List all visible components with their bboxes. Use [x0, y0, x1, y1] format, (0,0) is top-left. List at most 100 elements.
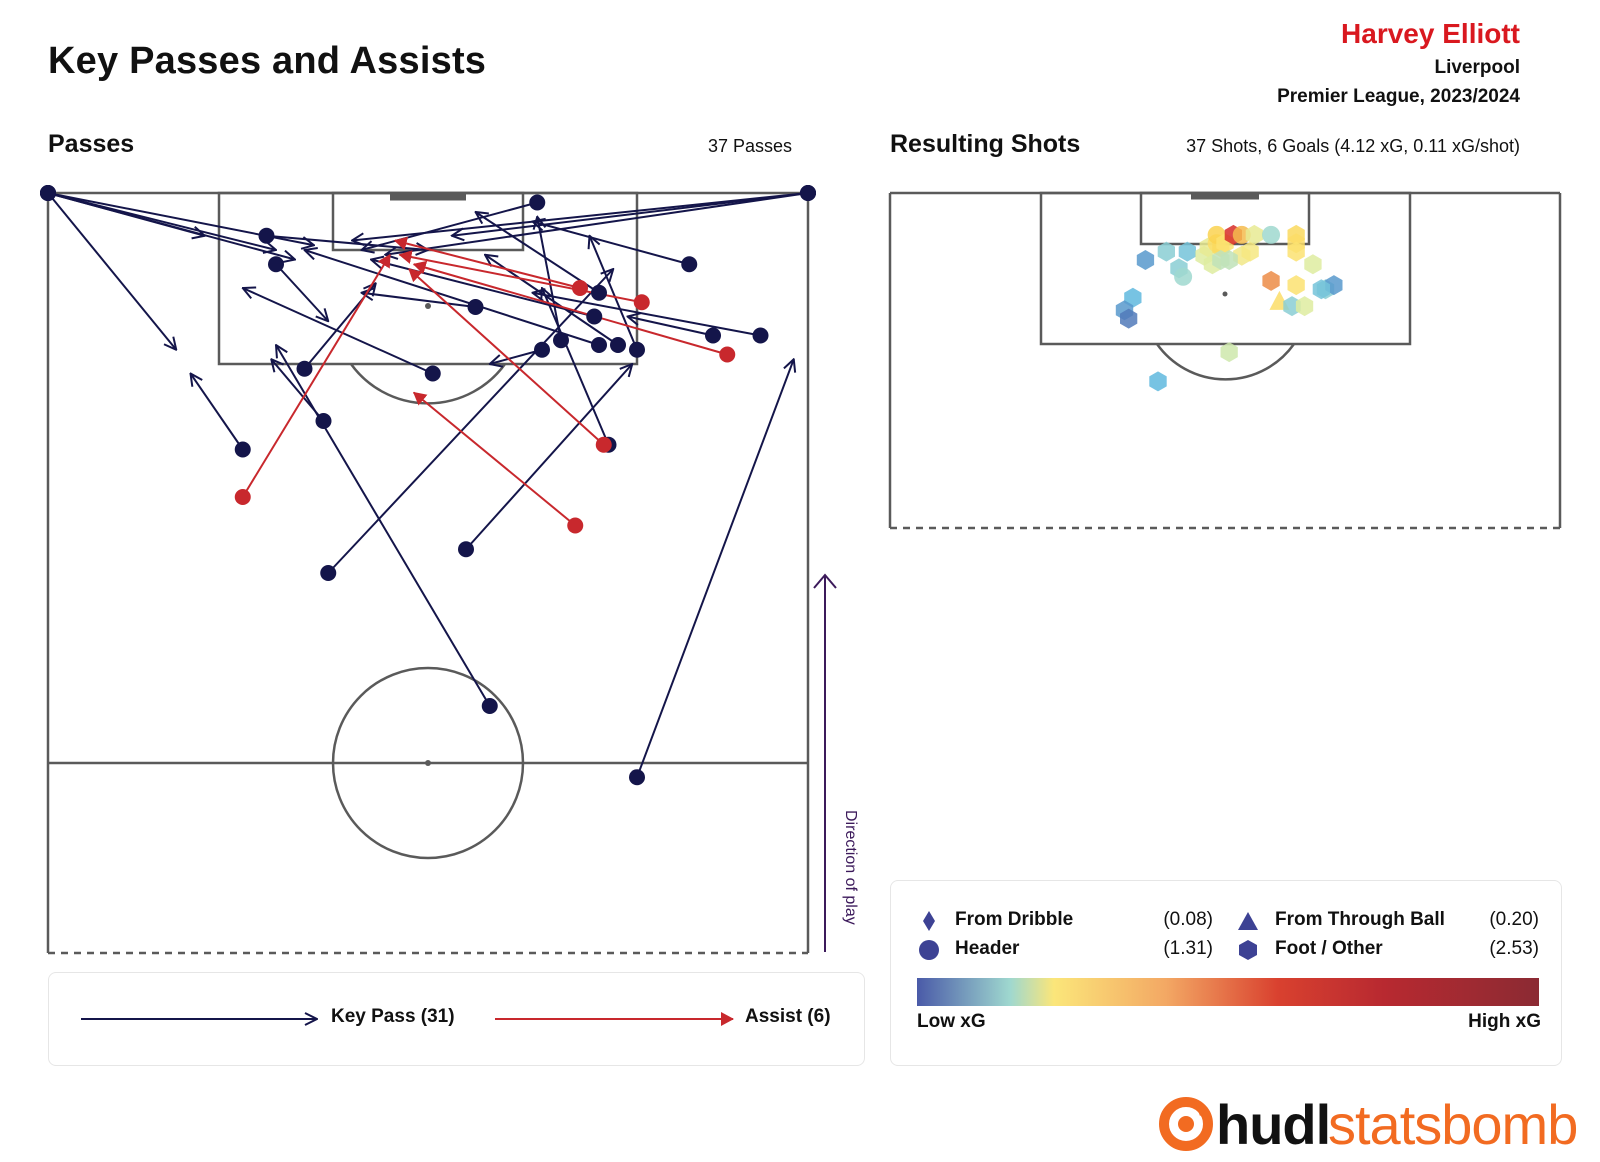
pass-legend: Key Pass (31) Assist (6) — [48, 972, 865, 1066]
triangle-icon — [1238, 912, 1258, 930]
logo-text-hudl: hudl — [1216, 1093, 1331, 1156]
shot-marker — [1245, 224, 1263, 245]
key-pass-start-point — [481, 698, 498, 714]
key-pass-line — [271, 359, 325, 422]
key-pass-start-point — [586, 308, 603, 325]
key-pass-line — [276, 345, 491, 707]
shot-marker — [1212, 250, 1230, 270]
circle-icon — [919, 940, 939, 960]
assist-legend-label: Assist (6) — [745, 1006, 831, 1027]
key-pass-start-point — [629, 341, 645, 358]
key-pass-line — [385, 192, 809, 255]
key-pass-start-point — [268, 256, 284, 273]
shot-marker — [1178, 241, 1196, 262]
key-pass-line — [537, 217, 562, 341]
shot-marker — [1149, 371, 1167, 392]
six-yard-box — [331, 191, 525, 252]
shot-marker — [1220, 342, 1238, 363]
key-pass-start-point — [681, 256, 698, 273]
key-pass-line — [305, 250, 600, 346]
assist-start-point — [567, 517, 584, 534]
player-name: Harvey Elliott — [1341, 18, 1520, 49]
passes-count: 37 Passes — [708, 136, 793, 156]
key-pass-line — [243, 288, 434, 375]
key-pass-line — [362, 201, 538, 251]
shot-marker — [1136, 250, 1155, 270]
key-pass-start-point — [258, 227, 275, 244]
shot-marker — [1262, 225, 1281, 244]
xg-color-scale — [917, 978, 1539, 1006]
shots-summary: 37 Shots, 6 Goals (4.12 xG, 0.11 xG/shot… — [1186, 136, 1520, 156]
low-xg-label: Low xG — [917, 1011, 986, 1032]
competition-label: Premier League, 2023/2024 — [1277, 86, 1520, 107]
key-pass-start-point — [296, 360, 313, 377]
shot-marker — [1287, 275, 1305, 296]
key-pass-line — [275, 263, 328, 321]
shot-marker — [1295, 296, 1314, 317]
assist-pass-line — [408, 268, 605, 446]
shot-legend-graphics — [917, 911, 1539, 1006]
shot-marker — [1157, 241, 1175, 262]
key-pass-start-point — [315, 413, 332, 429]
shot-marker — [1312, 279, 1330, 300]
key-pass-start-point — [705, 327, 721, 344]
assist-pass-line — [412, 391, 576, 527]
shot-marker — [1304, 254, 1322, 275]
assist-start-point — [719, 346, 736, 363]
shot-marker — [1174, 267, 1193, 286]
pass-legend-lines — [81, 1012, 734, 1026]
shots-layer — [1115, 224, 1343, 392]
high-xg-label: High xG — [1468, 1011, 1541, 1032]
legend-header-xg: (1.31) — [1163, 938, 1213, 959]
legend-header: Header — [955, 938, 1020, 959]
key-pass-start-point — [40, 185, 56, 201]
key-pass-start-point — [553, 332, 569, 349]
key-pass-line — [542, 288, 610, 446]
legend-from-through-ball: From Through Ball — [1275, 909, 1445, 930]
key-pass-line — [47, 192, 295, 260]
assist-start-point — [633, 294, 650, 311]
key-pass-line — [191, 374, 244, 451]
key-pass-line — [47, 192, 176, 350]
key-pass-start-point — [752, 327, 769, 344]
assist-start-point — [595, 436, 612, 453]
key-pass-start-point — [610, 337, 626, 353]
penalty-spot — [425, 303, 431, 309]
shots-panel-title: Resulting Shots — [890, 130, 1081, 158]
logo-mark-icon — [1159, 1097, 1213, 1151]
passes-pitch — [46, 191, 810, 955]
penalty-area — [217, 191, 639, 366]
legend-from-dribble-xg: (0.08) — [1163, 909, 1213, 930]
key-pass-start-point — [800, 185, 816, 201]
shot-marker — [1287, 241, 1305, 262]
key-pass-line — [327, 269, 613, 574]
key-pass-start-point — [458, 541, 474, 558]
key-pass-start-point — [467, 299, 484, 315]
direction-of-play: Direction of play — [813, 573, 859, 952]
key-pass-start-point — [534, 341, 550, 358]
assist-pass-line — [241, 253, 391, 498]
key-pass-start-point — [629, 769, 645, 786]
shot-legend: From Dribble (0.08) Header (1.31) From T… — [890, 880, 1562, 1066]
key-pass-line — [590, 236, 638, 351]
direction-label: Direction of play — [842, 810, 859, 925]
key-pass-legend-label: Key Pass (31) — [331, 1006, 455, 1027]
legend-from-dribble: From Dribble — [955, 909, 1074, 930]
key-pass-line — [362, 293, 476, 308]
team-name: Liverpool — [1434, 57, 1520, 78]
assist-start-point — [234, 489, 251, 505]
key-pass-line — [628, 317, 714, 337]
key-pass-line — [476, 212, 600, 294]
key-pass-start-point — [591, 284, 607, 301]
key-pass-line — [490, 348, 543, 364]
key-pass-line — [533, 293, 761, 337]
shot-marker — [1262, 270, 1280, 291]
shots-pitch — [888, 191, 1562, 530]
legend-from-through-ball-xg: (0.20) — [1489, 909, 1539, 930]
passes-layer — [40, 185, 816, 786]
diamond-icon — [923, 911, 935, 931]
key-pass-line — [533, 222, 690, 266]
assist-pass-line — [412, 260, 728, 356]
centre-circle — [331, 666, 525, 860]
